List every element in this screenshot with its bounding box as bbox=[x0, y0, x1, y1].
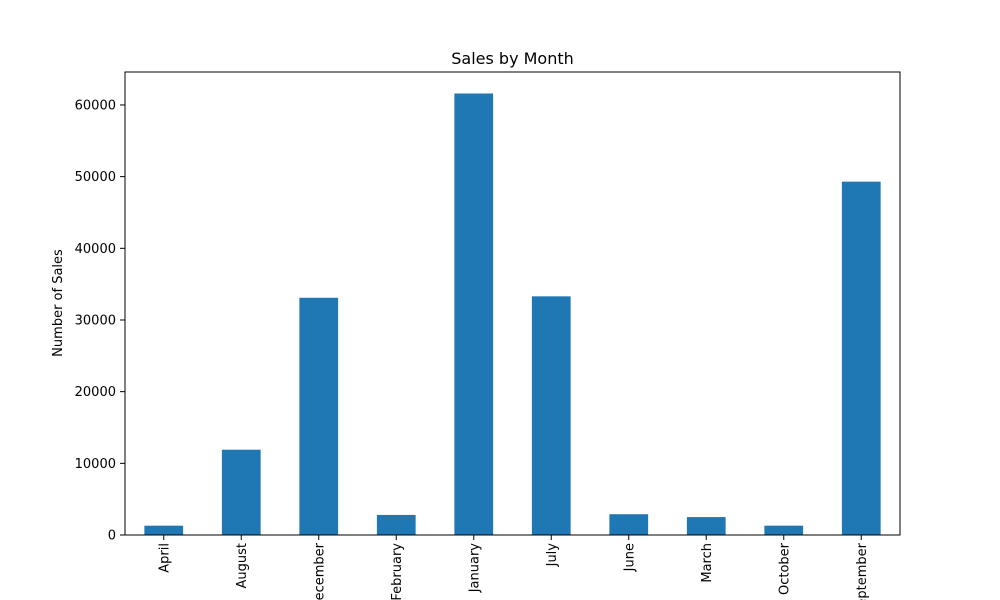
bar-february bbox=[376, 514, 416, 535]
x-tick-label-october: October bbox=[777, 542, 792, 595]
y-axis-title: Number of Sales bbox=[51, 249, 66, 357]
x-tick-label-september: September bbox=[855, 542, 870, 600]
y-tick-label: 30000 bbox=[75, 313, 116, 328]
x-tick-label-april: April bbox=[157, 543, 172, 573]
plot-area: 0 10000 20000 30000 40000 50000 60000 April Augu… bbox=[75, 71, 901, 600]
x-tick-label-december: December bbox=[312, 542, 327, 600]
x-tick-label-february: February bbox=[390, 543, 405, 600]
bar-december bbox=[299, 297, 339, 535]
bar-april bbox=[144, 525, 184, 535]
y-tick-label: 60000 bbox=[75, 98, 116, 113]
y-tick-label: 40000 bbox=[75, 242, 116, 257]
y-tick-label: 50000 bbox=[75, 170, 116, 185]
x-tick-label-march: March bbox=[700, 543, 715, 583]
chart-title: Sales by Month bbox=[451, 49, 574, 68]
bar-june bbox=[609, 514, 649, 535]
x-tick-label-july: July bbox=[545, 543, 560, 568]
bar-july bbox=[531, 296, 571, 535]
x-tick-label-june: June bbox=[622, 543, 637, 572]
bar-january bbox=[454, 93, 494, 535]
x-tick-label-january: January bbox=[467, 543, 482, 594]
bar-august bbox=[221, 449, 261, 535]
bar-october bbox=[764, 525, 804, 535]
y-tick-label: 20000 bbox=[75, 385, 116, 400]
plot-frame bbox=[124, 71, 901, 536]
bar-march bbox=[686, 517, 726, 535]
y-tick-label: 10000 bbox=[75, 457, 116, 472]
y-tick-label: 0 bbox=[108, 529, 116, 544]
x-tick-label-august: August bbox=[235, 543, 250, 589]
bar-september bbox=[841, 181, 881, 535]
